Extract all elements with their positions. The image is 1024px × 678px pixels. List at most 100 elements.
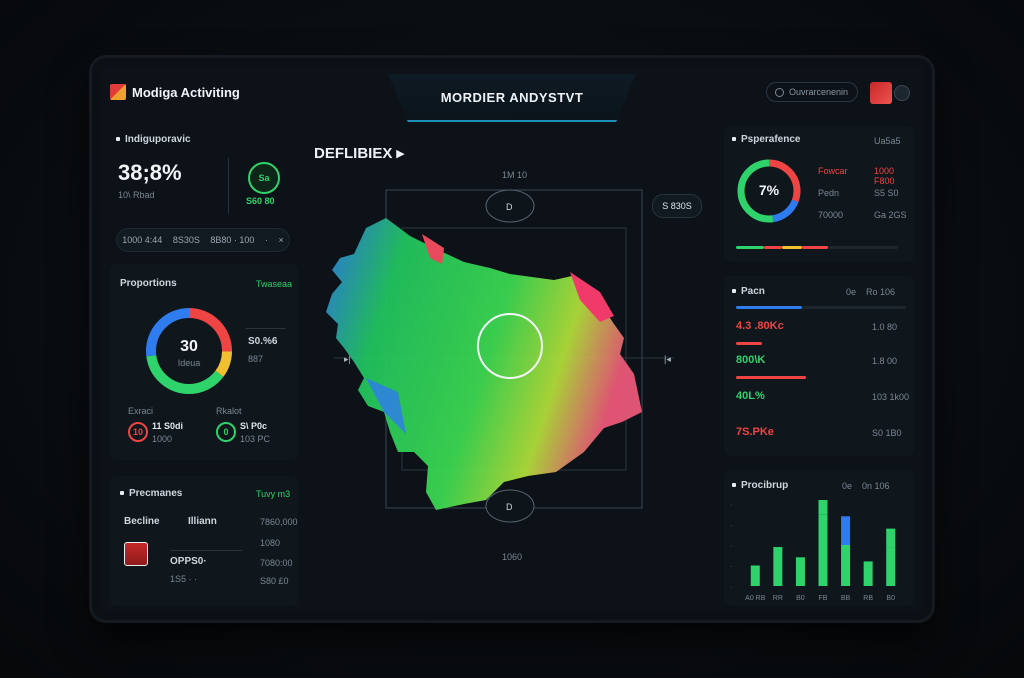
top-label: 1M 10 (502, 170, 528, 180)
pacn-row-value: 1.8 00 (872, 356, 898, 366)
region-cool[interactable] (366, 378, 406, 434)
center-heading[interactable]: DEFLIBIEX ▸ (314, 145, 405, 162)
divider (246, 328, 286, 329)
performance-stripe (736, 246, 898, 249)
top-goal-icon[interactable] (485, 189, 535, 223)
performance-donut-value: 7% (758, 182, 780, 198)
bullet-icon (732, 289, 736, 294)
footer-val3: S80 £0 (260, 576, 289, 586)
x-tick-label: A0 RB (745, 595, 766, 602)
footer-link[interactable]: Tuvy m3 (256, 489, 291, 499)
footer-val2: 7080:00 (260, 558, 293, 568)
pacn-row-value: 1.0 80 (872, 322, 898, 332)
y-tick: · (730, 584, 732, 591)
x-tick-label: RB (863, 595, 873, 602)
stat-section: Indiguporavic (116, 134, 296, 145)
bullet-icon (120, 491, 124, 496)
pill-item[interactable]: 1000 4:44 (122, 235, 163, 245)
footer-col3: 7860,000 (260, 517, 298, 527)
bar[interactable] (886, 547, 896, 586)
donut-slice-green (737, 159, 801, 223)
x-tick-label: B0 (796, 595, 805, 602)
bar[interactable] (886, 528, 896, 548)
region-hotspot[interactable] (422, 234, 444, 264)
bar[interactable] (818, 500, 828, 515)
region-map: D D ▸| |◂ (326, 189, 674, 523)
bars-heading: Procibrup (741, 480, 789, 491)
bar[interactable] (841, 545, 851, 586)
bar[interactable] (863, 561, 873, 586)
bar[interactable] (750, 565, 760, 587)
pill-item[interactable]: 8B80 · 100 (210, 235, 255, 245)
bar[interactable] (795, 557, 805, 586)
proportions-side-value: S0.%6 (248, 336, 278, 347)
bullet-icon (116, 137, 120, 142)
donut-value: 30 (180, 338, 198, 355)
device-frame: Modiga Activiting MORDIER ANDYSTVT Ouvra… (92, 58, 932, 620)
logo-icon (110, 84, 126, 100)
search-input[interactable]: Ouvrarcenenin (766, 82, 858, 102)
footer-heading: Precmanes (129, 488, 183, 499)
pill-item[interactable]: 8S30S (172, 235, 200, 245)
perf-row-label: Fowcar (818, 166, 848, 176)
dashboard-screen: Modiga Activiting MORDIER ANDYSTVT Ouvra… (100, 66, 924, 612)
left-badge-sub: 1000 (152, 434, 173, 444)
right-badge-value: S\ P0c (240, 421, 268, 431)
bar[interactable] (818, 514, 828, 586)
performance-heading: Psperafence (741, 134, 801, 145)
region-hotspot[interactable] (570, 272, 614, 322)
left-badge-label: Exraci (128, 406, 154, 416)
bar[interactable] (841, 516, 851, 545)
footer-card: Precmanes Tuvy m3 Becline Illiann 7860,0… (110, 476, 298, 606)
left-badge-icon: 10 (128, 422, 148, 442)
bar-chart: · · · · · A0 RB RR B0 FB BB RB B0 (730, 500, 896, 602)
x-tick-label: B0 (886, 595, 895, 602)
close-icon[interactable]: × (278, 235, 284, 245)
y-tick: · (730, 523, 732, 530)
donut-sub: Ideua (177, 358, 201, 368)
stripe-segment (782, 246, 802, 249)
bars-card: Procibrup 0e 0n 106 · · · · · A0 RB RR B0 FB BB RB… (724, 470, 914, 606)
map-marker-tag[interactable]: S 830S (652, 194, 702, 218)
y-tick: · (730, 564, 732, 571)
performance-link[interactable]: Ua5a5 (874, 136, 901, 146)
focus-circle[interactable] (477, 313, 543, 379)
bars-tab[interactable]: 0n 106 (862, 481, 890, 491)
footer-col2: Illiann (188, 516, 217, 527)
stripe-segment (802, 246, 828, 249)
pacn-tab[interactable]: 0e (846, 287, 857, 297)
bar[interactable] (773, 547, 783, 586)
x-tick-label: RR (773, 595, 783, 602)
bullet-icon (732, 137, 736, 142)
x-tick-label: BB (841, 595, 851, 602)
search-text: Ouvrarcenenin (789, 87, 849, 97)
pill-item[interactable]: · (264, 235, 268, 245)
stripe-track (828, 246, 898, 249)
bell-icon[interactable] (894, 85, 910, 101)
proportions-link[interactable]: Twaseaa (256, 279, 293, 289)
perf-row-label: 70000 (818, 210, 844, 220)
filter-pill[interactable]: 1000 4:44 8S30S 8B80 · 100 · × (116, 228, 290, 252)
shield-icon (124, 542, 148, 566)
performance-card: Psperafence Ua5a5 7% Fowcar 1000 F800 Pe… (724, 126, 914, 262)
left-badge-value: 11 S0di (152, 421, 184, 431)
pacn-row-value: 103 1k00 (872, 392, 910, 402)
avatar[interactable] (870, 82, 892, 104)
donut-slice-blue (146, 308, 232, 394)
bullet-icon (732, 483, 736, 488)
bars-tab[interactable]: 0e (842, 481, 853, 491)
footer-val1: 1080 (260, 538, 281, 548)
y-tick: · (730, 543, 732, 550)
pacn-tab[interactable]: Ro 106 (866, 287, 896, 297)
pacn-row-label: 7S.PKe (736, 426, 774, 438)
bottom-goal-icon[interactable] (485, 489, 535, 523)
stat-sub: 10\ Rbad (118, 190, 155, 200)
right-arrow-icon: |◂ (664, 354, 671, 364)
bottom-goal-glyph: D (506, 502, 513, 512)
pacn-row-value: S0 1B0 (872, 428, 902, 438)
stripe-segment (736, 246, 764, 249)
perf-row-value: 1000 F800 (874, 166, 895, 186)
top-goal-glyph: D (506, 202, 513, 212)
footer-row-sub: 1S5 · · (170, 574, 198, 584)
brand[interactable]: Modiga Activiting (110, 84, 240, 100)
